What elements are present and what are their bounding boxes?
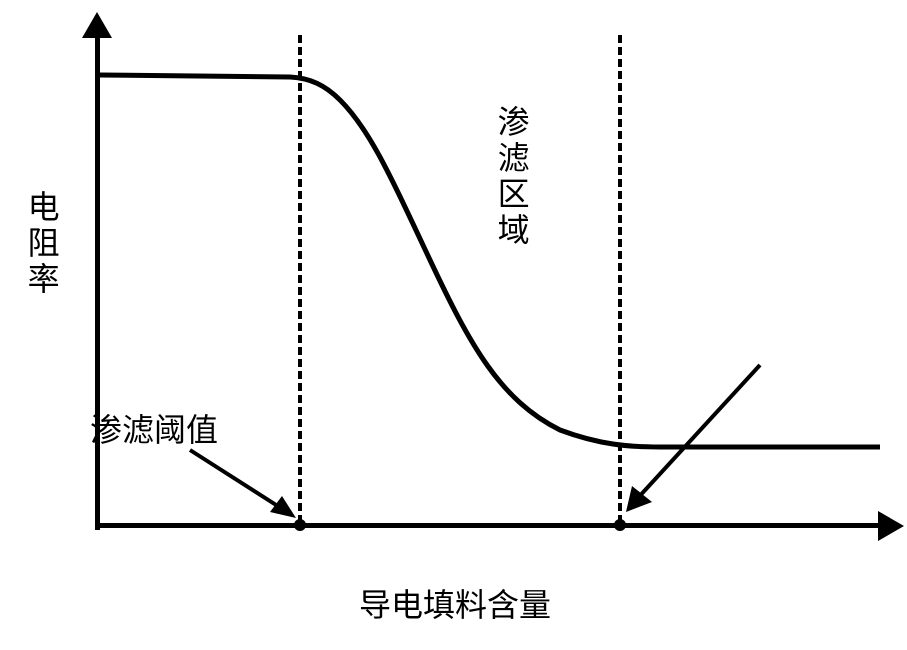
y-axis-label: 电阻率 (20, 190, 62, 298)
region-arrow-head-icon (626, 486, 652, 512)
threshold-label: 渗滤阈值 (90, 405, 218, 451)
threshold-arrow-head-icon (270, 496, 296, 518)
threshold-dot (294, 519, 306, 531)
region-end-dot (614, 519, 626, 531)
region-arrow-line (636, 365, 760, 500)
percolation-chart: 电阻率 导电填料含量 渗滤阈值 渗滤区域 (0, 0, 907, 650)
chart-svg (0, 0, 907, 650)
threshold-arrow-line (190, 450, 284, 510)
x-axis-label: 导电填料含量 (255, 580, 655, 626)
region-label: 渗滤区域 (490, 105, 532, 249)
